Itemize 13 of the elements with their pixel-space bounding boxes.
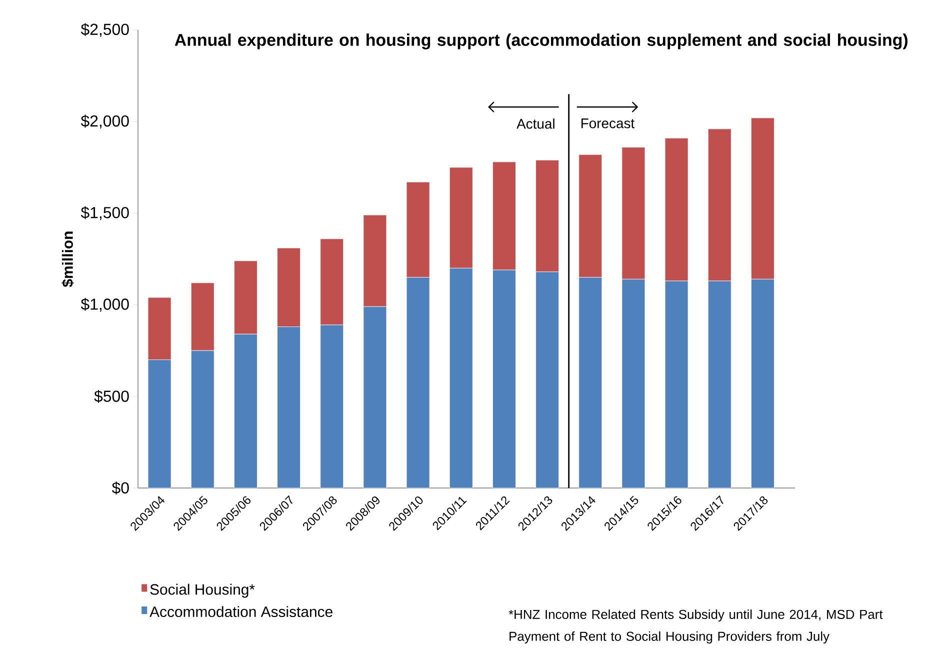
- annotation: Actual: [516, 118, 554, 129]
- y-tick-label: $0: [112, 482, 129, 494]
- y-tick-label: $500: [94, 390, 129, 403]
- annotation: Forecast: [581, 118, 635, 128]
- y-tick-label: $2,500: [80, 23, 129, 37]
- text: *HNZ Income Related Rents Subsidy until June 2014, MSD Part Payment of Rent to Social Housing Providers from July: [508, 609, 883, 644]
- y-axis-title: $million: [62, 232, 74, 288]
- legend-label: Social Housing*: [150, 584, 255, 598]
- chart-title: Annual expenditure on housing support (accommodation supplement and social housing): [174, 34, 908, 50]
- y-tick-label: $2,000: [80, 114, 129, 129]
- y-tick-label: $1,000: [80, 298, 129, 312]
- legend-label: Accommodation Assistance: [150, 606, 332, 618]
- y-tick-label: $1,500: [80, 206, 129, 220]
